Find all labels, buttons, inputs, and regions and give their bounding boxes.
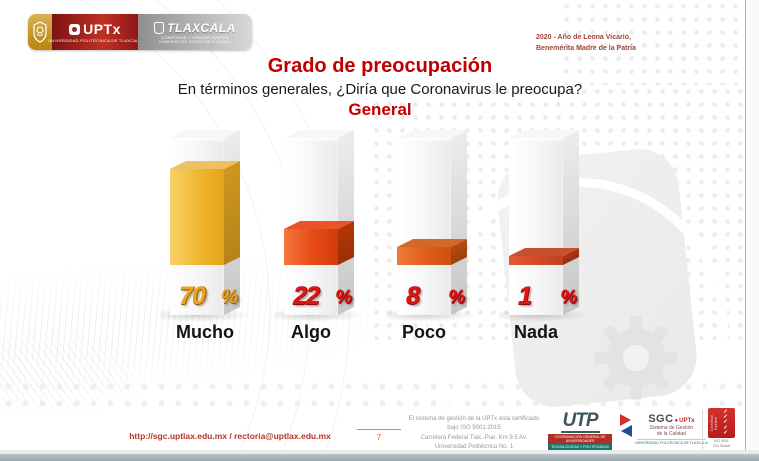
- column-front: [509, 138, 563, 315]
- category-label-algo: Algo: [291, 322, 331, 342]
- slide: UPTx UNIVERSIDAD POLITÉCNICA DE TLAXCALA…: [0, 0, 746, 450]
- value-row: 1 %: [509, 282, 579, 311]
- certification-badge: Certified System ✓ ✓ ✓ ✓ ✓ ISO 9001 SAI …: [708, 408, 735, 448]
- title-block: Grado de preocupación En términos genera…: [0, 55, 745, 120]
- footer-divider: [702, 410, 703, 450]
- page-title: Grado de preocupación: [267, 55, 493, 77]
- cert-line2: Carretera Federal Tlax.-Pue. Km 9.5 Av. …: [420, 434, 528, 450]
- utp-logo-text: UTP: [560, 410, 600, 433]
- column-top: [284, 130, 354, 138]
- column-front: [397, 138, 451, 315]
- year-motto-line1: 2020 - Año de Leona Vicario,: [536, 34, 631, 41]
- tlaxcala-shield-icon: [154, 21, 165, 34]
- band-top: [284, 221, 354, 229]
- bar-algo: 22 %: [274, 129, 366, 322]
- column-top: [509, 130, 579, 138]
- sgc-brand-text: UPTx: [679, 418, 695, 424]
- band-top: [397, 239, 467, 247]
- percent-sign: %: [560, 287, 577, 308]
- utp-caption2: TECNOLÓGICAS Y POLITÉCNICAS: [548, 444, 612, 450]
- category-label-nada: Nada: [513, 322, 558, 342]
- bullet-icon: ●: [674, 418, 679, 424]
- value-label: 1: [518, 282, 532, 310]
- uptx-logo-text: UPTx: [83, 21, 121, 37]
- utp-caption1: COORDINACIÓN GENERAL DE UNIVERSIDADES: [548, 434, 612, 444]
- survey-question: En términos generales, ¿Diría que Corona…: [177, 81, 583, 98]
- category-label-mucho: Mucho: [176, 322, 234, 342]
- badge-vertical-text: Certified System: [710, 415, 718, 431]
- column-top: [170, 130, 240, 138]
- percent-sign: %: [335, 287, 352, 308]
- value-label: 8: [406, 282, 420, 310]
- link-separator: /: [229, 431, 232, 441]
- page-number: 7: [357, 429, 401, 442]
- tlaxcala-logo-caption: CONSTRUIR Y CRECER JUNTOS: [161, 34, 229, 40]
- year-motto: 2020 - Año de Leona Vicario, Benemérita …: [536, 33, 706, 54]
- section-label: General: [348, 100, 412, 119]
- bar-poco: 8 %: [387, 129, 479, 322]
- bar-mucho: 70 %: [160, 129, 252, 322]
- badge-caption1: ISO 9001: [714, 439, 729, 443]
- check-icon: ✓: [723, 414, 728, 421]
- percent-sign: %: [448, 287, 465, 308]
- header-logo-bar: UPTx UNIVERSIDAD POLITÉCNICA DE TLAXCALA…: [28, 14, 252, 50]
- tlaxcala-logo-text: TLAXCALA: [167, 20, 236, 35]
- badge-caption2: SAI Global: [713, 443, 730, 448]
- band-front: [509, 256, 563, 265]
- category-label-poco: Poco: [401, 322, 446, 342]
- bar-nada: 1 %: [499, 129, 591, 322]
- band-side: [224, 160, 240, 265]
- dot-pattern: [560, 0, 744, 85]
- window-bottom-strip: [0, 450, 759, 454]
- value-row: 70 %: [170, 282, 240, 311]
- tlaxcala-logo-subcaption: GOBIERNO DEL ESTADO DE TLAXCALA: [158, 39, 232, 44]
- year-motto-line2: Benemérita Madre de la Patria: [536, 44, 636, 52]
- value-row: 22 %: [284, 282, 354, 311]
- cert-line1: El sistema de gestión de la UPTx está ce…: [408, 416, 540, 432]
- footer: http://sgc.uptlax.edu.mx / rectoria@uptl…: [0, 408, 745, 450]
- uptx-shield-icon: [69, 23, 81, 35]
- logo-segment-tlaxcala: TLAXCALA CONSTRUIR Y CRECER JUNTOS GOBIE…: [138, 14, 252, 50]
- check-icon: ✓: [723, 409, 728, 415]
- band-front: [284, 229, 338, 265]
- utp-logo: UTP COORDINACIÓN GENERAL DE UNIVERSIDADE…: [548, 411, 612, 450]
- band-front: [170, 169, 224, 265]
- sgc-divider: [637, 438, 706, 440]
- logo-segment-crest: [28, 14, 52, 50]
- sgc-logo-text: SGC: [648, 413, 674, 425]
- check-icon: ✓: [723, 419, 728, 426]
- window-right-margin: [746, 0, 759, 450]
- check-icon: ✓: [723, 424, 728, 431]
- rectoria-link[interactable]: rectoria@uptlax.edu.mx: [234, 431, 331, 441]
- value-label: 70: [179, 282, 206, 310]
- sgc-chevron-icon: [620, 413, 632, 439]
- window-bottom-frame: [0, 454, 759, 461]
- logo-segment-uptx: UPTx UNIVERSIDAD POLITÉCNICA DE TLAXCALA: [48, 14, 141, 50]
- sgc-caption1: Sistema de Gestión: [649, 425, 694, 431]
- sgc-caption2: de la Calidad: [656, 431, 686, 438]
- lion-crest-icon: [33, 21, 47, 43]
- badge-checkmarks: ✓ ✓ ✓ ✓ ✓: [718, 409, 733, 436]
- value-label: 22: [293, 282, 320, 310]
- band-front: [397, 247, 451, 265]
- sgc-logo: SGC ● UPTx Sistema de Gestión de la Cali…: [620, 413, 708, 445]
- check-icon: ✓: [723, 429, 728, 436]
- percent-sign: %: [221, 287, 238, 308]
- band-top: [170, 161, 240, 169]
- gear-icon: [594, 316, 678, 400]
- value-row: 8 %: [397, 282, 467, 311]
- sgc-link[interactable]: http://sgc.uptlax.edu.mx: [129, 431, 227, 441]
- column-top: [397, 130, 467, 138]
- certification-address: El sistema de gestión de la UPTx está ce…: [406, 415, 542, 450]
- band-top: [509, 248, 579, 256]
- sgc-caption3: UNIVERSIDAD POLITÉCNICA DE TLAXCALA: [635, 440, 708, 445]
- uptx-logo-caption: UNIVERSIDAD POLITÉCNICA DE TLAXCALA: [48, 38, 142, 43]
- footer-links: http://sgc.uptlax.edu.mx / rectoria@uptl…: [90, 431, 370, 441]
